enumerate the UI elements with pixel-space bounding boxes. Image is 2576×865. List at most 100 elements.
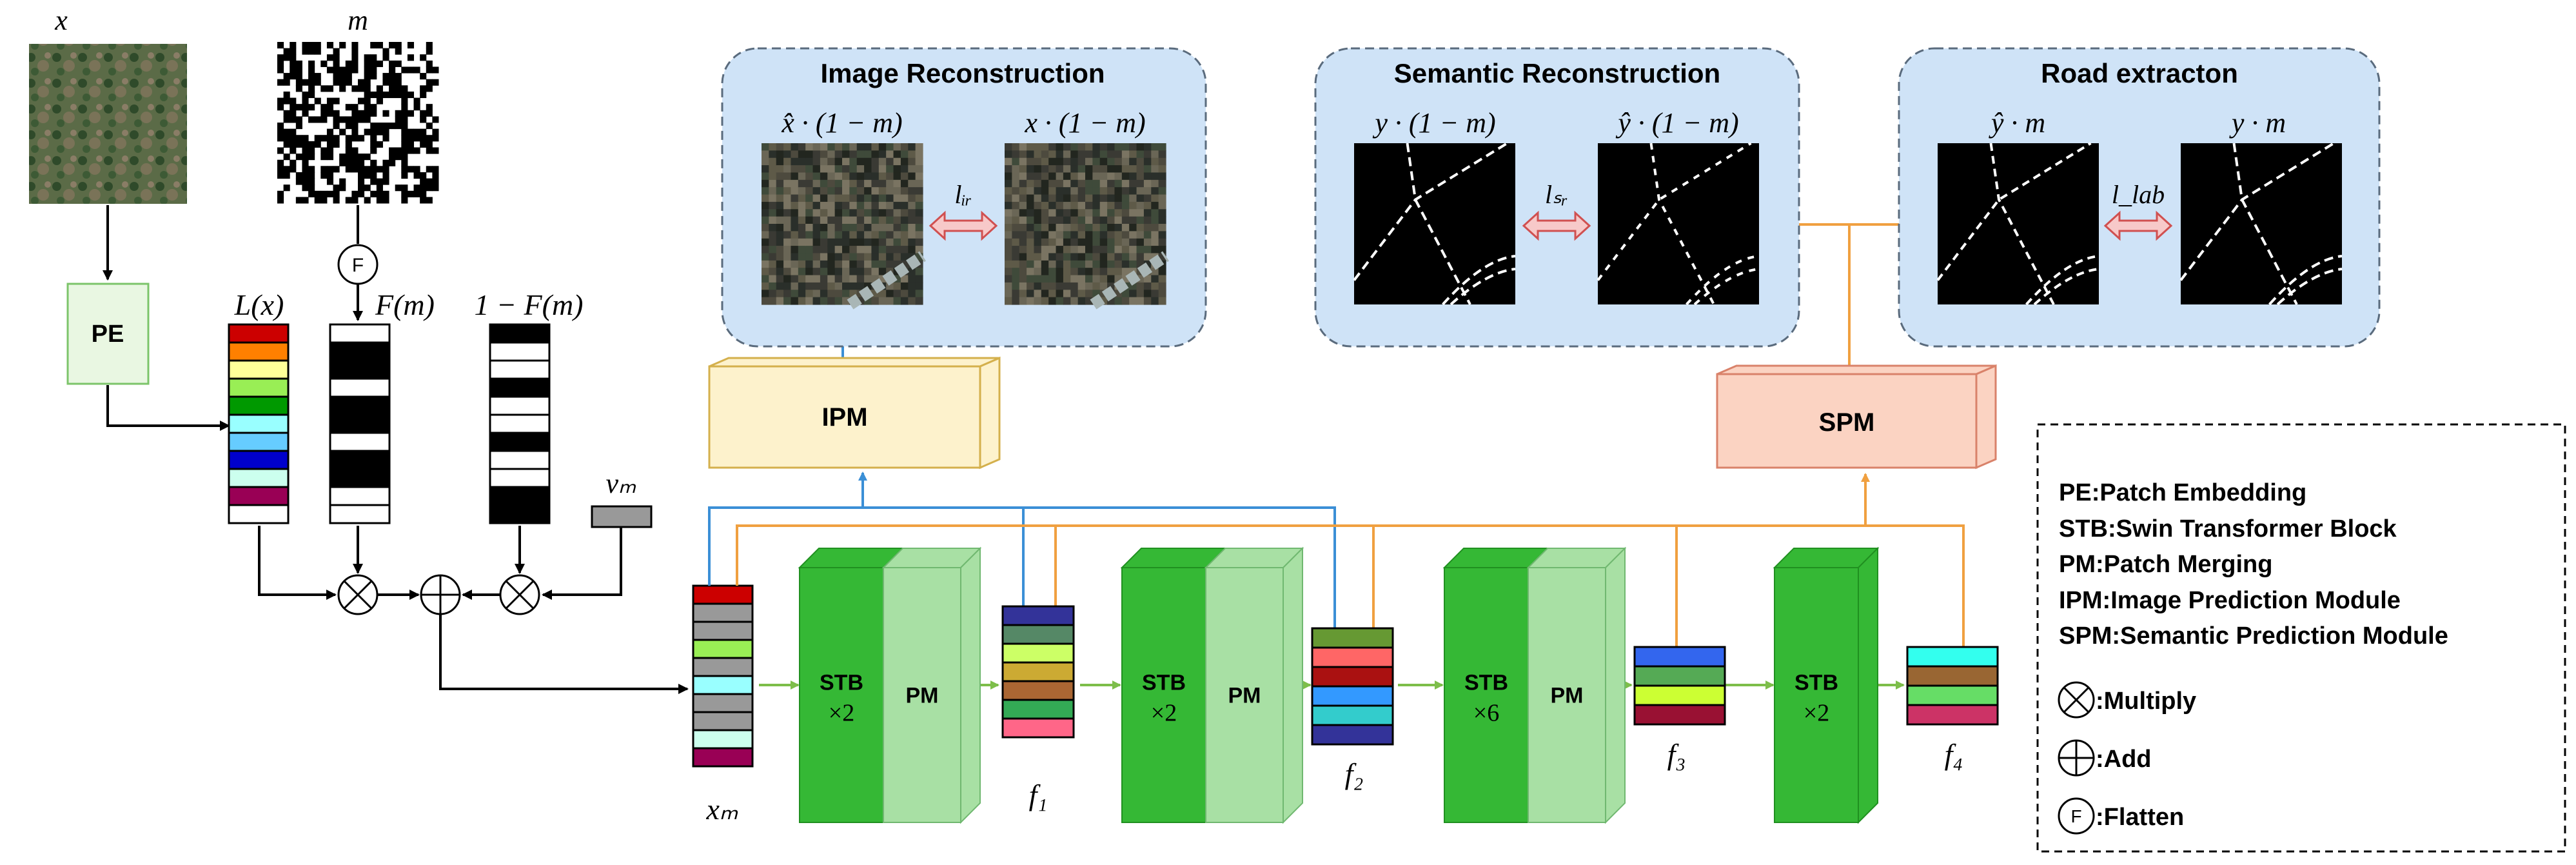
label-Lx: L(x) [234,288,284,321]
svg-text:l_lab: l_lab [2112,180,2165,209]
panel-image-reconstruction: Image Reconstruction x̂ · (1 − m) x · (1… [721,47,1207,348]
column-cell [1001,680,1075,701]
legend-flatten: :Flatten [2096,804,2184,831]
column-cell [1311,646,1394,668]
column-cell [329,323,391,344]
legend-multiply: :Multiply [2096,688,2196,715]
panel-semantic-reconstruction: Semantic Reconstruction y · (1 − m) ŷ · … [1314,47,1800,348]
column-cell [1001,605,1075,626]
column-cell [692,657,754,677]
add-operator [420,574,461,615]
svg-text:x̂ · (1 − m): x̂ · (1 − m) [781,107,902,139]
ipm-module: IPM [708,356,1001,470]
column-cell [692,584,754,605]
column-cell [489,359,551,380]
column-cell [228,468,290,488]
masked-input-column-xm [692,584,754,768]
feature-f2 [1311,627,1394,746]
legend-pe: PE:Patch Embedding [2059,479,2306,506]
column-cell [329,486,391,506]
legend: PE:Patch Embedding STB:Swin Transformer … [2036,423,2566,853]
column-cell [489,504,551,524]
svg-text:lₛᵣ: lₛᵣ [1545,180,1568,209]
spm-module: SPM [1716,364,1997,470]
column-cell [692,639,754,659]
column-cell [692,621,754,641]
stage-3-stb-pm: STB ×6 PM [1442,546,1627,824]
label-f4: f₄ [1945,738,1963,771]
stb-label: STB [1142,671,1186,695]
legend-ipm: IPM:Image Prediction Module [2059,587,2401,614]
column-cell [489,486,551,506]
stb-multiplier: ×2 [829,700,854,727]
column-cell [1906,646,1999,668]
column-cell [329,450,391,470]
svg-text:F: F [352,255,364,276]
column-cell [489,377,551,398]
label-x: x [54,5,68,36]
column-cell [228,413,290,434]
column-cell [1311,724,1394,746]
pm-label: PM [1228,684,1261,708]
column-cell [1633,704,1726,726]
column-cell [1001,642,1075,664]
stage-4-stb: STB ×2 [1773,546,1880,824]
column-cell [228,341,290,362]
flatten-node: F [337,244,379,285]
column-cell [329,504,391,524]
stb-multiplier: ×2 [1151,700,1177,727]
multiply-operator-2 [499,574,540,615]
column-cell [1001,717,1075,739]
pm-label: PM [1551,684,1584,708]
column-cell [329,341,391,362]
inverse-mask-column [489,323,551,524]
pe-block [66,283,150,385]
stage-1-stb-pm: STB ×2 PM [798,546,982,824]
svg-text:ŷ · m: ŷ · m [1989,107,2045,139]
svg-text:x · (1 − m): x · (1 − m) [1024,107,1145,139]
pm-label: PM [906,684,939,708]
column-cell [692,602,754,623]
spm-feature-connections [736,220,1965,649]
column-cell [1633,665,1726,687]
column-cell [1001,624,1075,645]
svg-text:ŷ · (1 − m): ŷ · (1 − m) [1615,107,1738,139]
legend-add: :Add [2096,746,2152,773]
column-cell [489,395,551,416]
column-cell [228,359,290,380]
feature-f4 [1906,646,1999,726]
legend-multiply-icon [2058,681,2095,719]
column-cell [228,450,290,470]
label-f2: f₂ [1345,757,1364,790]
mask-token-vm [591,505,653,528]
svg-text:Image Reconstruction: Image Reconstruction [820,58,1105,88]
label-f3: f₃ [1667,738,1686,771]
column-cell [692,693,754,713]
column-cell [1311,627,1394,649]
column-cell [1311,666,1394,688]
column-cell [1633,646,1726,668]
mask-column-Fm [329,323,391,524]
column-cell [489,468,551,488]
feature-f1 [1001,605,1075,739]
legend-flatten-icon: F [2058,797,2095,835]
legend-stb: STB:Swin Transformer Block [2059,515,2397,542]
label-xm: xₘ [705,793,738,826]
label-f1: f₁ [1029,779,1048,811]
legend-pm: PM:Patch Merging [2059,551,2272,578]
column-cell [329,395,391,416]
column-cell [228,395,290,416]
label-Fm: F(m) [375,288,435,321]
stb-label: STB [1464,671,1508,695]
multiply-operator-1 [337,574,379,615]
column-cell [489,432,551,452]
column-cell [329,413,391,434]
column-cell [329,432,391,452]
column-cell [489,341,551,362]
feature-f3 [1633,646,1726,726]
stb-label: STB [820,671,863,695]
stb-multiplier: ×6 [1473,700,1499,727]
column-cell [489,413,551,434]
label-m: m [348,5,368,36]
column-cell [1001,699,1075,720]
